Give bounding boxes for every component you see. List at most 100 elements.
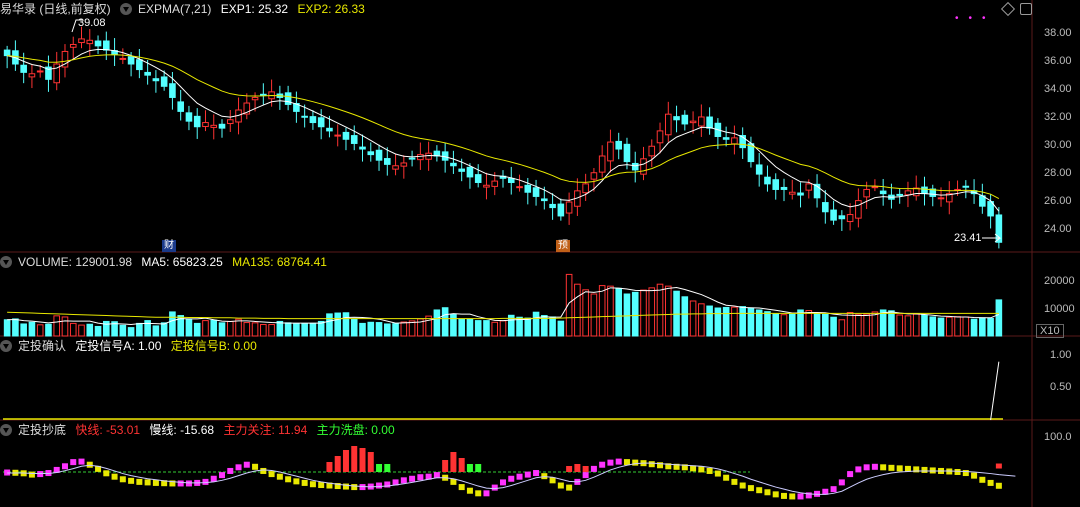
fast-line-block: [243, 461, 250, 468]
fast-line-block: [896, 465, 903, 472]
fast-line-block: [103, 470, 110, 477]
candle-body: [119, 57, 127, 60]
fast-line-block: [268, 471, 275, 478]
candle-body: [218, 123, 226, 129]
main-focus-bar: [342, 450, 349, 472]
volume-bar: [177, 315, 184, 337]
volume-bar: [260, 324, 267, 337]
candle-body: [193, 115, 201, 128]
fast-line-block: [904, 465, 911, 472]
candle-body: [805, 183, 813, 191]
volume-bar: [921, 314, 928, 337]
candle-body: [607, 141, 614, 162]
main-wash-bar: [475, 464, 482, 472]
expma-indicator-label[interactable]: EXPMA(7,21): [138, 2, 212, 16]
volume-bar: [979, 317, 986, 337]
volume-bar: [879, 309, 887, 337]
stock-title: 易华录 (日线,前复权): [0, 2, 111, 16]
volume-bar: [607, 285, 614, 337]
volume-bar: [375, 322, 383, 337]
fast-line-block: [293, 478, 300, 485]
bottom-panel-title: 定投抄底: [18, 423, 67, 437]
candle-body: [53, 63, 61, 84]
signal-panel-header: 定投确认 定投信号A: 1.00 定投信号B: 0.00: [0, 338, 263, 354]
volume-ma5-line: [7, 287, 1000, 326]
price-tick-26: 26.00: [1044, 195, 1072, 207]
volume-ma135-label: MA135: 68764.41: [232, 255, 327, 269]
fast-line-block: [342, 483, 349, 490]
volume-menu-icon[interactable]: [0, 256, 12, 268]
main-focus-bar: [326, 462, 333, 472]
candle-body: [731, 137, 738, 145]
candle-body: [871, 186, 879, 189]
volume-bar: [433, 309, 441, 337]
fast-line-block: [417, 474, 424, 481]
fast-line-block: [475, 490, 482, 497]
candle-body: [136, 59, 143, 71]
volume-bar: [846, 311, 854, 337]
signal-menu-icon[interactable]: [0, 340, 12, 352]
main-focus-bar-last: [995, 463, 1002, 469]
candle-body: [392, 165, 399, 170]
fast-line-block: [359, 484, 366, 491]
fast-line-block: [979, 476, 986, 483]
volume-bar: [574, 283, 581, 337]
volume-bar: [764, 311, 771, 337]
candle-body: [797, 192, 804, 196]
candle-body: [863, 188, 870, 198]
fast-line-block: [351, 484, 358, 491]
candle-body: [359, 146, 366, 150]
fast-line-block: [326, 482, 333, 489]
candle-body: [367, 151, 375, 156]
volume-bar: [226, 320, 234, 337]
volume-bar: [532, 311, 540, 337]
fast-line-block: [4, 469, 11, 476]
volume-bar: [590, 293, 598, 337]
main-focus-bar: [566, 466, 573, 472]
main-focus-bar: [351, 446, 358, 472]
fast-line-block: [384, 481, 391, 488]
candle-body: [755, 164, 763, 175]
fast-line-block: [822, 488, 829, 495]
volume-bar: [747, 307, 755, 337]
volume-bar: [929, 316, 937, 337]
volume-bar: [408, 320, 416, 337]
fast-line-block: [61, 463, 68, 470]
candle-body: [648, 145, 656, 157]
volume-bar: [3, 319, 11, 337]
volume-bar: [615, 287, 623, 337]
fast-line-block: [111, 473, 118, 480]
bottom-menu-icon[interactable]: [0, 424, 12, 436]
fast-line-block: [276, 473, 283, 480]
fast-line-block: [590, 465, 597, 472]
candle-body: [830, 209, 837, 221]
volume-bar: [664, 285, 672, 337]
volume-bar: [284, 322, 292, 337]
volume-bar: [673, 290, 680, 337]
candle-body: [582, 183, 589, 194]
volume-bar: [36, 324, 44, 337]
candle-body: [160, 76, 168, 87]
volume-bar: [78, 324, 85, 337]
earnings-marker-badge[interactable]: 财: [162, 240, 176, 252]
volume-bar: [69, 322, 77, 337]
forecast-marker-badge[interactable]: 预: [556, 240, 570, 252]
candle-body: [929, 188, 937, 197]
volume-bar: [962, 316, 970, 337]
volume-bar: [631, 291, 639, 337]
volume-bar: [640, 289, 647, 337]
fast-line-block: [880, 464, 887, 471]
volume-bar: [136, 322, 143, 337]
fast-line-block: [450, 478, 457, 485]
volume-bar: [359, 322, 366, 337]
window-collapse-icon[interactable]: [1020, 3, 1032, 15]
candle-body: [3, 49, 11, 57]
candle-body: [664, 113, 672, 136]
fast-line-block: [863, 464, 870, 471]
price-tick-34: 34.00: [1044, 83, 1072, 95]
candle-body: [45, 66, 52, 80]
indicator-menu-icon[interactable]: [120, 3, 133, 15]
main-wash-bar: [376, 464, 383, 472]
volume-bar: [557, 320, 565, 337]
volume-bar: [706, 305, 713, 337]
